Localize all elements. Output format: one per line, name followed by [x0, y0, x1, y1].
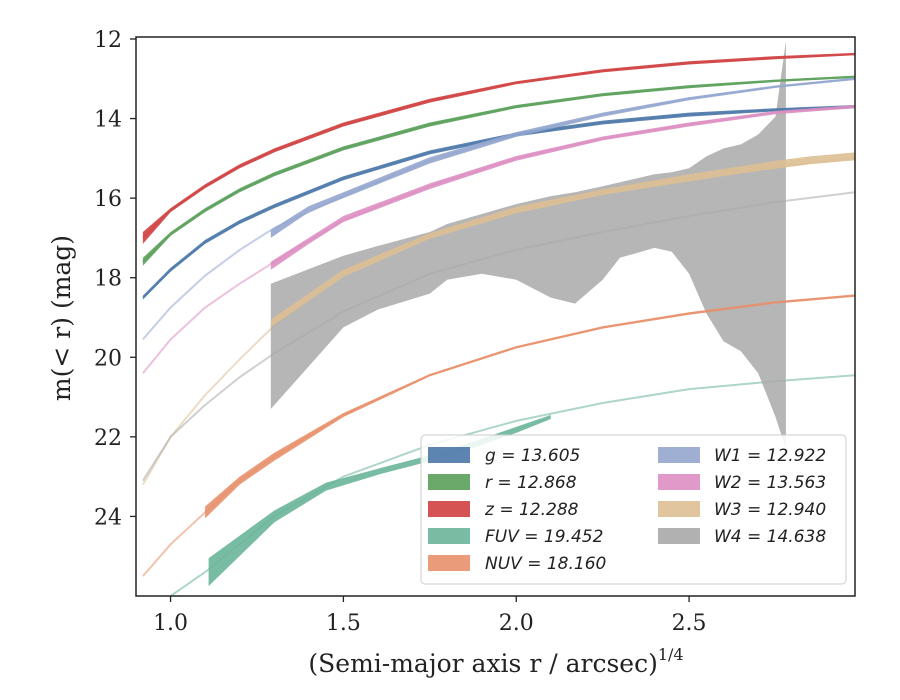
legend-label-g: g = 13.605	[485, 446, 580, 466]
x-tick-label: 1.0	[153, 611, 188, 636]
data-band-w4	[270, 41, 786, 449]
data-band-r	[142, 75, 855, 266]
y-tick-label: 24	[94, 505, 122, 530]
legend-swatch-w4	[658, 528, 700, 544]
y-tick-label: 18	[94, 267, 122, 292]
x-axis-label-main: (Semi-major axis r / arcsec)	[308, 649, 657, 678]
legend-label-r: r = 12.868	[485, 473, 577, 493]
y-tick-label: 22	[94, 426, 122, 451]
legend-swatch-w3	[658, 501, 700, 517]
legend-swatch-r	[428, 474, 470, 490]
x-tick-label: 1.5	[326, 611, 361, 636]
x-axis-label: (Semi-major axis r / arcsec)1/4	[308, 645, 683, 678]
legend-label-fuv: FUV = 19.452	[485, 527, 603, 547]
y-tick-label: 20	[94, 346, 122, 371]
legend-frame	[420, 434, 847, 585]
y-tick-label: 12	[94, 28, 122, 53]
legend-swatch-w2	[658, 474, 700, 490]
y-tick-label: 16	[94, 187, 122, 212]
y-tick-label: 14	[94, 108, 122, 133]
legend-swatch-z	[428, 501, 470, 517]
legend-label-w2: W2 = 13.563	[714, 473, 826, 493]
legend-swatch-fuv	[428, 528, 470, 544]
legend-label-w3: W3 = 12.940	[714, 500, 826, 520]
x-tick-label: 2.5	[672, 611, 707, 636]
y-axis-label: m(< r) (mag)	[47, 235, 76, 401]
y-axis: 12 14 16 18 20 22 24	[94, 28, 136, 530]
legend-swatch-nuv	[428, 555, 470, 571]
legend-label-w4: W4 = 14.638	[714, 527, 826, 547]
data-band-fuv	[208, 415, 551, 587]
legend-swatch-w1	[658, 447, 700, 463]
legend-swatch-g	[428, 447, 470, 463]
legend-label-w1: W1 = 12.922	[714, 446, 826, 466]
plot-area	[142, 41, 855, 596]
legend: g = 13.605 r = 12.868 z = 12.288 FUV = 19.4…	[420, 434, 847, 585]
x-tick-label: 2.0	[499, 611, 534, 636]
legend-label-nuv: NUV = 18.160	[485, 554, 606, 574]
plot-frame	[135, 36, 856, 597]
legend-label-z: z = 12.288	[484, 500, 579, 520]
x-axis: 1.0 1.5 2.0 2.5	[153, 596, 707, 636]
data-band-g	[142, 105, 855, 300]
x-axis-label-superscript: 1/4	[658, 645, 684, 664]
